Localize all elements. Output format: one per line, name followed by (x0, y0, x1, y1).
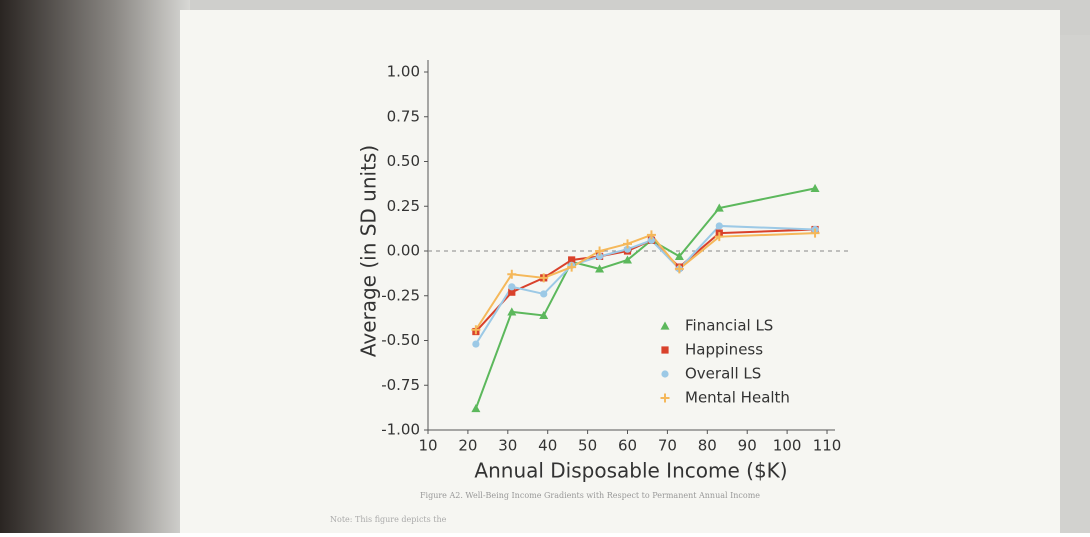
x-axis-label: Annual Disposable Income ($K) (474, 459, 787, 483)
marker (715, 222, 723, 230)
y-tick-label: 0.00 (387, 242, 420, 260)
series-line (475, 232, 816, 331)
marker (472, 340, 480, 348)
marker (471, 325, 481, 335)
marker (714, 232, 724, 242)
x-tick-label: 80 (698, 437, 717, 455)
x-tick-label: 100 (773, 437, 802, 455)
marker (623, 255, 633, 264)
note: Note: This figure depicts the (330, 515, 447, 524)
legend-label: Overall LS (685, 365, 761, 383)
y-tick-label: -0.25 (381, 286, 420, 304)
series-line (474, 187, 816, 409)
marker (674, 251, 684, 260)
marker (471, 404, 481, 413)
marker (810, 228, 820, 238)
marker (623, 245, 632, 253)
paper (180, 10, 1060, 533)
marker (623, 239, 633, 249)
shadow (0, 0, 190, 533)
marker (674, 264, 684, 274)
x-tick-label: 40 (538, 437, 557, 455)
marker (539, 273, 549, 283)
y-tick-label: 0.75 (387, 107, 420, 125)
marker (540, 290, 548, 298)
marker (595, 252, 604, 260)
y-tick-label: -0.50 (381, 331, 420, 349)
legend-label: Happiness (685, 341, 763, 359)
legend-label: Financial LS (685, 317, 773, 335)
x-tick-label: 50 (578, 437, 597, 455)
y-axis-label: Average (in SD units) (357, 145, 381, 357)
marker (661, 370, 669, 378)
y-tick-label: -0.75 (381, 376, 420, 394)
legend-label: Mental Health (685, 389, 790, 407)
marker (661, 346, 669, 354)
marker (646, 230, 656, 240)
x-tick-label: 30 (498, 437, 517, 455)
y-tick-label: -1.00 (381, 421, 420, 439)
marker (660, 393, 670, 403)
x-tick-label: 90 (738, 437, 757, 455)
x-tick-label: 70 (658, 437, 677, 455)
marker (539, 310, 549, 320)
marker (507, 307, 517, 316)
x-tick-label: 60 (618, 437, 637, 455)
marker (595, 246, 605, 256)
x-tick-label: 10 (418, 437, 437, 455)
edge (1060, 35, 1090, 533)
marker (507, 269, 517, 279)
x-tick-label: 110 (813, 437, 842, 455)
marker (714, 203, 724, 212)
y-tick-label: 1.00 (387, 63, 420, 81)
y-tick-label: 0.50 (387, 152, 420, 170)
marker (660, 321, 670, 330)
marker (568, 256, 576, 264)
x-tick-label: 20 (458, 437, 477, 455)
y-tick-label: 0.25 (387, 197, 420, 215)
marker (508, 288, 516, 296)
series-line (475, 224, 816, 345)
marker (595, 264, 605, 273)
marker (810, 183, 820, 192)
marker (508, 283, 516, 291)
marker (567, 262, 577, 272)
marker (647, 236, 656, 244)
caption: Figure A2. Well-Being Income Gradients w… (420, 491, 760, 500)
